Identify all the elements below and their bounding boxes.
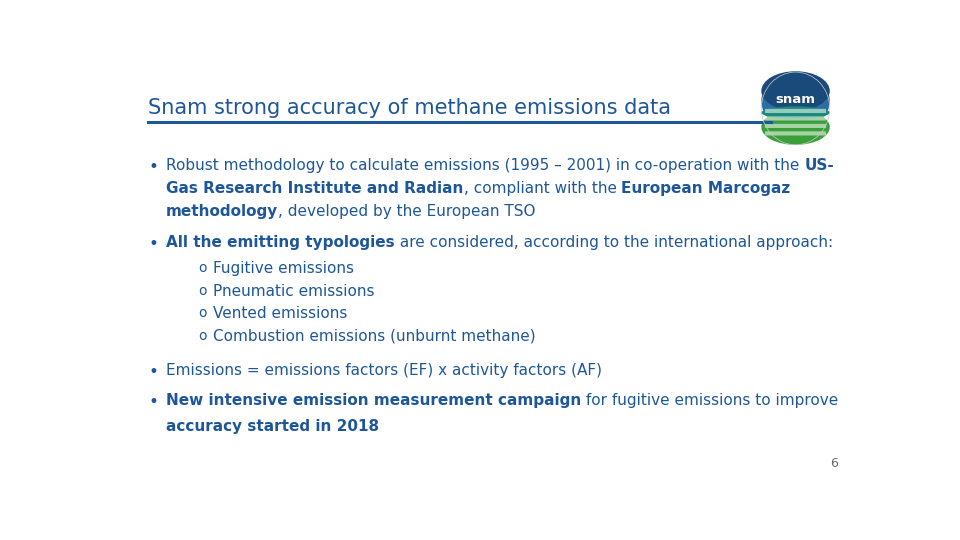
Ellipse shape: [761, 72, 829, 130]
Text: for fugitive emissions to improve: for fugitive emissions to improve: [582, 393, 839, 408]
Text: Emissions = emissions factors (EF) x activity factors (AF): Emissions = emissions factors (EF) x act…: [166, 363, 602, 378]
Text: Vented emissions: Vented emissions: [213, 306, 348, 321]
Text: European Marcogaz: European Marcogaz: [621, 181, 791, 196]
Text: All the emitting typologies: All the emitting typologies: [166, 235, 395, 250]
Ellipse shape: [761, 106, 829, 119]
Text: o: o: [198, 261, 206, 275]
Text: Pneumatic emissions: Pneumatic emissions: [213, 284, 374, 299]
Text: 6: 6: [830, 457, 838, 470]
FancyBboxPatch shape: [765, 131, 826, 136]
Text: o: o: [198, 284, 206, 298]
Text: methodology: methodology: [166, 204, 278, 219]
Text: •: •: [148, 158, 158, 177]
FancyBboxPatch shape: [765, 124, 826, 128]
Ellipse shape: [761, 110, 829, 145]
Text: , compliant with the: , compliant with the: [464, 181, 621, 196]
Text: •: •: [148, 393, 158, 411]
Ellipse shape: [761, 71, 829, 111]
Text: accuracy started in 2018: accuracy started in 2018: [166, 419, 379, 434]
Text: Fugitive emissions: Fugitive emissions: [213, 261, 354, 276]
Text: New intensive emission measurement campaign: New intensive emission measurement campa…: [166, 393, 582, 408]
Text: are considered, according to the international approach:: are considered, according to the interna…: [395, 235, 833, 250]
FancyBboxPatch shape: [765, 109, 826, 113]
Text: o: o: [198, 306, 206, 320]
Text: Combustion emissions (unburnt methane): Combustion emissions (unburnt methane): [213, 329, 536, 344]
Text: , developed by the European TSO: , developed by the European TSO: [278, 204, 536, 219]
Text: Gas Research Institute and Radian: Gas Research Institute and Radian: [166, 181, 464, 196]
Text: Robust methodology to calculate emissions (1995 – 2001) in co-operation with the: Robust methodology to calculate emission…: [166, 158, 804, 173]
Text: •: •: [148, 363, 158, 381]
Text: o: o: [198, 329, 206, 343]
Text: Snam strong accuracy of methane emissions data: Snam strong accuracy of methane emission…: [148, 98, 671, 118]
Text: US-: US-: [804, 158, 834, 173]
Text: snam: snam: [776, 93, 816, 106]
FancyBboxPatch shape: [765, 116, 826, 120]
Text: •: •: [148, 235, 158, 253]
